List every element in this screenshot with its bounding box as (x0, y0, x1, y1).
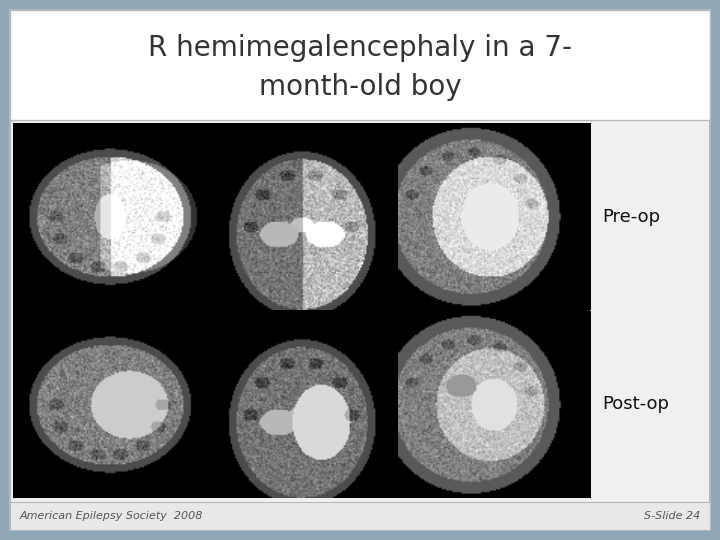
FancyBboxPatch shape (10, 10, 710, 120)
Text: Post-op: Post-op (602, 395, 669, 413)
Text: S-Slide 24: S-Slide 24 (644, 511, 700, 521)
Text: American Epilepsy Society  2008: American Epilepsy Society 2008 (20, 511, 203, 521)
Text: month-old boy: month-old boy (258, 73, 462, 101)
Text: Pre-op: Pre-op (602, 208, 660, 226)
FancyBboxPatch shape (10, 10, 710, 530)
FancyBboxPatch shape (13, 123, 590, 498)
Text: R hemimegalencephaly in a 7-: R hemimegalencephaly in a 7- (148, 35, 572, 63)
FancyBboxPatch shape (10, 502, 710, 530)
